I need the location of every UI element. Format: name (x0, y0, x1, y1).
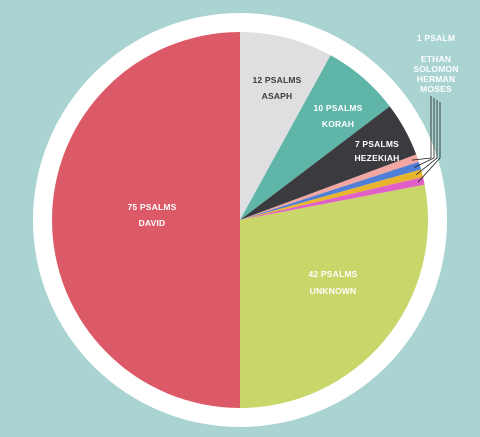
slice-label-korah-count: 10 PSALMS (313, 103, 362, 113)
pie-labels: 12 PSALMS ASAPH 10 PSALMS KORAH 7 PSALMS… (127, 33, 458, 296)
pie-slice-hezekiah (240, 106, 417, 220)
pie-slice-asaph (240, 31, 331, 220)
pie-slice-moses (240, 177, 425, 220)
pie-slice-korah (240, 55, 390, 220)
slice-label-asaph-name: ASAPH (262, 91, 293, 101)
slice-label-unknown-count: 42 PSALMS (308, 269, 357, 279)
callout-line-moses (417, 102, 441, 183)
callout-name-moses: MOSES (420, 84, 452, 94)
slice-label-hezekiah-count: 7 PSALMS (355, 139, 399, 149)
slice-label-unknown-name: UNKNOWN (310, 286, 357, 296)
callout-name-solomon: SOLOMON (413, 64, 458, 74)
callout-line-herman (416, 100, 438, 176)
pie-slice-unknown (240, 184, 429, 408)
slice-label-david-name: DAVID (139, 218, 166, 228)
callout-count-label: 1 PSALM (417, 33, 455, 43)
pie-slice-herman (240, 169, 424, 220)
pie-slice-ethan (240, 154, 419, 220)
callout-name-herman: HERMAN (417, 74, 456, 84)
slice-label-korah-name: KORAH (322, 119, 354, 129)
pie-slice-david (52, 32, 240, 408)
callout-line-ethan (411, 96, 432, 161)
slice-label-hezekiah-name: HEZEKIAH (354, 153, 399, 163)
slice-label-david-count: 75 PSALMS (127, 202, 176, 212)
callout-line-solomon (414, 98, 435, 168)
slice-label-asaph-count: 12 PSALMS (252, 75, 301, 85)
callout-name-ethan: ETHAN (421, 54, 451, 64)
pie-slice-solomon (240, 161, 422, 220)
pie-slices (52, 31, 429, 408)
callout-leader-lines (411, 96, 441, 183)
